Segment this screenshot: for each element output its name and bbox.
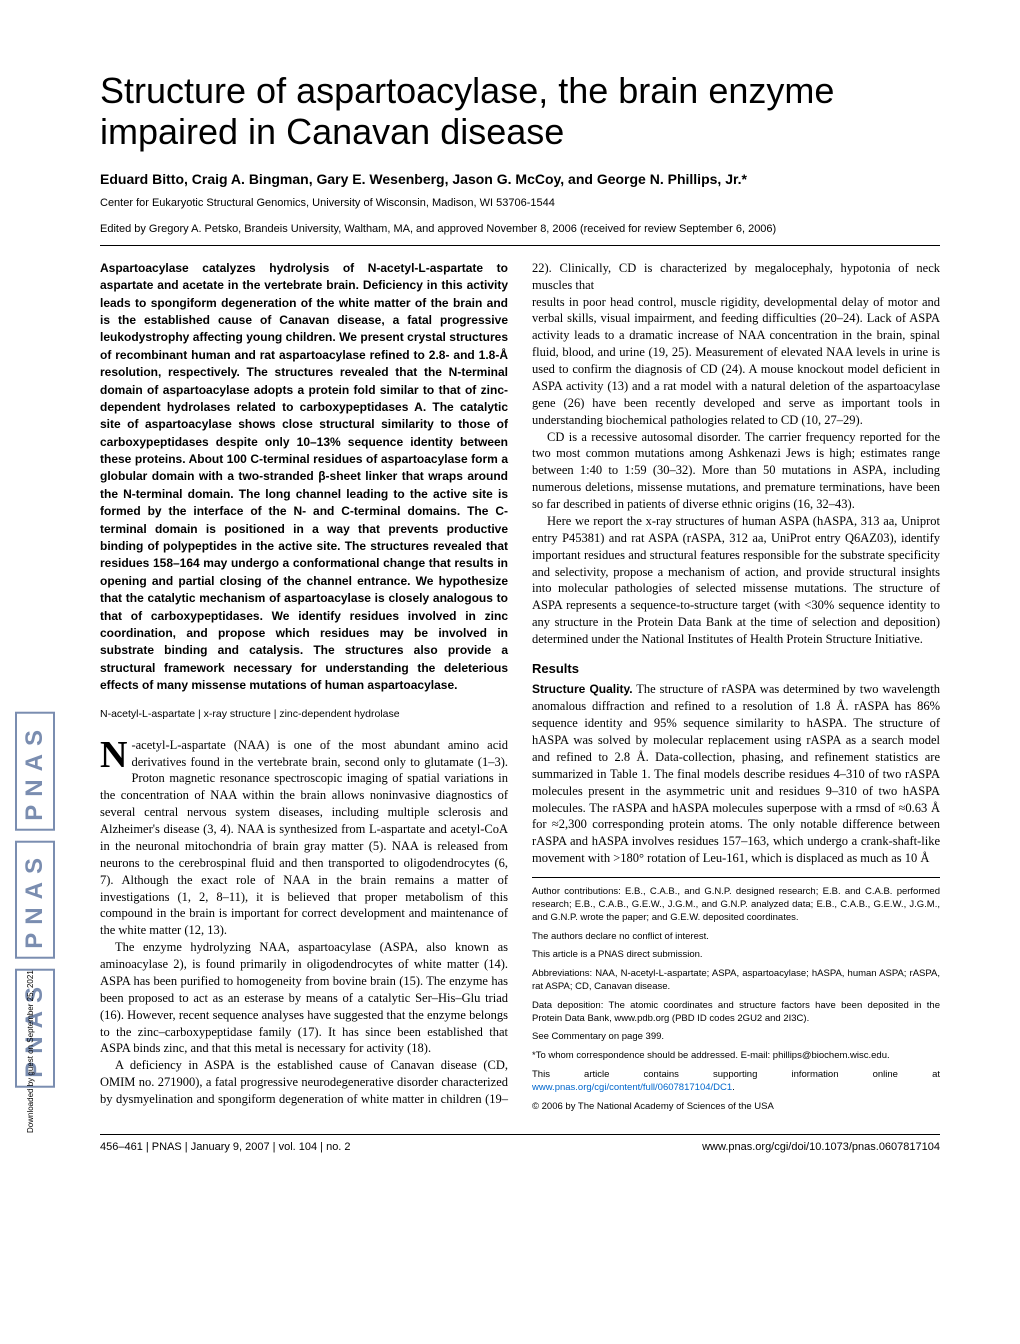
intro-para-1: N-acetyl-L-aspartate (NAA) is one of the…	[100, 737, 508, 940]
footnote-commentary: See Commentary on page 399.	[532, 1031, 940, 1044]
footer-citation: 456–461 | PNAS | January 9, 2007 | vol. …	[100, 1141, 351, 1153]
supporting-info-link[interactable]: www.pnas.org/cgi/content/full/0607817104…	[532, 1082, 732, 1093]
col2-para-1: results in poor head control, muscle rig…	[532, 294, 940, 429]
footnote-contributions: Author contributions: E.B., C.A.B., and …	[532, 886, 940, 924]
pnas-side-logo: PNAS PNAS PNAS	[15, 80, 55, 1093]
footnote-deposition: Data deposition: The atomic coordinates …	[532, 1000, 940, 1026]
footnote-abbreviations: Abbreviations: NAA, N-acetyl-L-aspartate…	[532, 968, 940, 994]
pnas-logo-text: PNAS	[15, 969, 55, 1088]
download-note: Downloaded by guest on September 25, 202…	[26, 970, 35, 1133]
subsection-head: Structure Quality.	[532, 682, 633, 696]
footnote-submission: This article is a PNAS direct submission…	[532, 949, 940, 962]
para7-text: The structure of rASPA was determined by…	[532, 682, 940, 865]
col2-para-3: Here we report the x-ray structures of h…	[532, 513, 940, 648]
intro-para-2: The enzyme hydrolyzing NAA, aspartoacyla…	[100, 939, 508, 1057]
footnotes: Author contributions: E.B., C.A.B., and …	[532, 877, 940, 1113]
footer-doi: www.pnas.org/cgi/doi/10.1073/pnas.060781…	[702, 1141, 940, 1153]
results-heading: Results	[532, 660, 940, 678]
col2-para-2: CD is a recessive autosomal disorder. Th…	[532, 429, 940, 513]
pnas-logo-text: PNAS	[15, 712, 55, 831]
abstract: Aspartoacylase catalyzes hydrolysis of N…	[100, 260, 508, 695]
author-list: Eduard Bitto, Craig A. Bingman, Gary E. …	[100, 171, 940, 187]
footnote-copyright: © 2006 by The National Academy of Scienc…	[532, 1101, 940, 1114]
dropcap: N	[100, 737, 131, 771]
affiliation: Center for Eukaryotic Structural Genomic…	[100, 197, 940, 209]
footnote-correspondence: *To whom correspondence should be addres…	[532, 1050, 940, 1063]
article-body: Aspartoacylase catalyzes hydrolysis of N…	[100, 260, 940, 1114]
article-title: Structure of aspartoacylase, the brain e…	[100, 70, 940, 153]
editor-line: Edited by Gregory A. Petsko, Brandeis Un…	[100, 223, 940, 246]
structure-quality-para: Structure Quality. The structure of rASP…	[532, 681, 940, 867]
pnas-logo-text: PNAS	[15, 840, 55, 959]
page-content: Structure of aspartoacylase, the brain e…	[0, 0, 1020, 1193]
page-footer: 456–461 | PNAS | January 9, 2007 | vol. …	[100, 1134, 940, 1153]
keywords: N-acetyl-L-aspartate | x-ray structure |…	[100, 707, 508, 721]
para1-text: -acetyl-L-aspartate (NAA) is one of the …	[100, 738, 508, 938]
footnote-conflict: The authors declare no conflict of inter…	[532, 931, 940, 944]
footnote-supporting: This article contains supporting informa…	[532, 1069, 940, 1095]
